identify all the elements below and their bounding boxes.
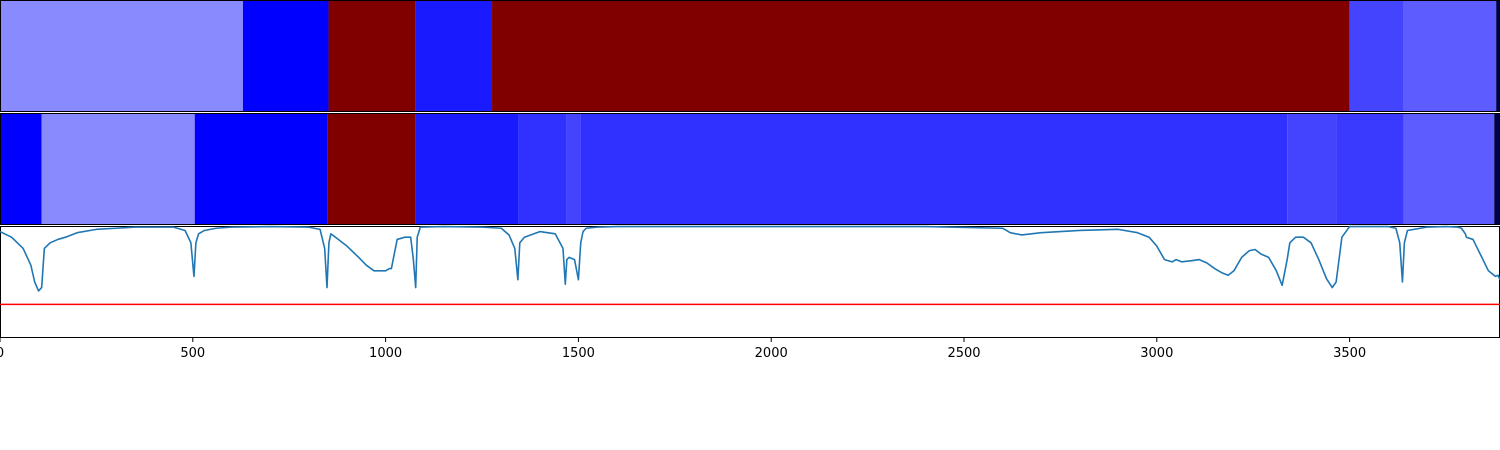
heatmap-cell-r2-s8 <box>580 113 1288 225</box>
heatmap-cell-r1-s7 <box>1403 0 1497 112</box>
x-tick-label: 500 <box>180 346 205 361</box>
line-plot-panel <box>0 225 1500 338</box>
heatmap-cell-r2-s5 <box>415 113 519 225</box>
heatmap-cell-r2-s1 <box>0 113 42 225</box>
heatmap-cell-r2-s11 <box>1403 113 1495 225</box>
x-tick-label: 3000 <box>1140 346 1173 361</box>
x-tick-label: 2500 <box>947 346 980 361</box>
x-tick-label: 2000 <box>755 346 788 361</box>
heatmap-cell-r1-s5 <box>492 0 1350 112</box>
heatmap-cell-r2-s10 <box>1336 113 1404 225</box>
heatmap-row-2 <box>0 113 1500 225</box>
heatmap-cell-r1-s3 <box>328 0 416 112</box>
heatmap-cell-r1-s1 <box>0 0 243 112</box>
heatmap-cell-r2-s12 <box>1494 113 1500 225</box>
x-tick-label: 1000 <box>369 346 402 361</box>
heatmap-cell-r1-s8 <box>1496 0 1500 112</box>
x-axis: 0 500 1000 1500 2000 2500 3000 3500 <box>0 338 1366 361</box>
heatmap-row-1 <box>0 0 1500 112</box>
line-panel-frame <box>0 226 1500 338</box>
heatmap-cell-r2-s9 <box>1287 113 1337 225</box>
heatmap-cell-r1-s4 <box>415 0 493 112</box>
heatmap-cell-r2-s6 <box>518 113 567 225</box>
series-line <box>0 225 1500 292</box>
x-tick-label: 3500 <box>1333 346 1366 361</box>
x-tick-label: 1500 <box>562 346 595 361</box>
heatmap-cell-r2-s4 <box>327 113 416 225</box>
x-tick-label: 0 <box>0 346 4 361</box>
heatmap-cell-r1-s2 <box>242 0 329 112</box>
heatmap-cell-r2-s2 <box>41 113 195 225</box>
heatmap-cell-r1-s6 <box>1349 0 1404 112</box>
heatmap-cell-r2-s3 <box>194 113 328 225</box>
heatmap-cell-r2-s7 <box>566 113 581 225</box>
